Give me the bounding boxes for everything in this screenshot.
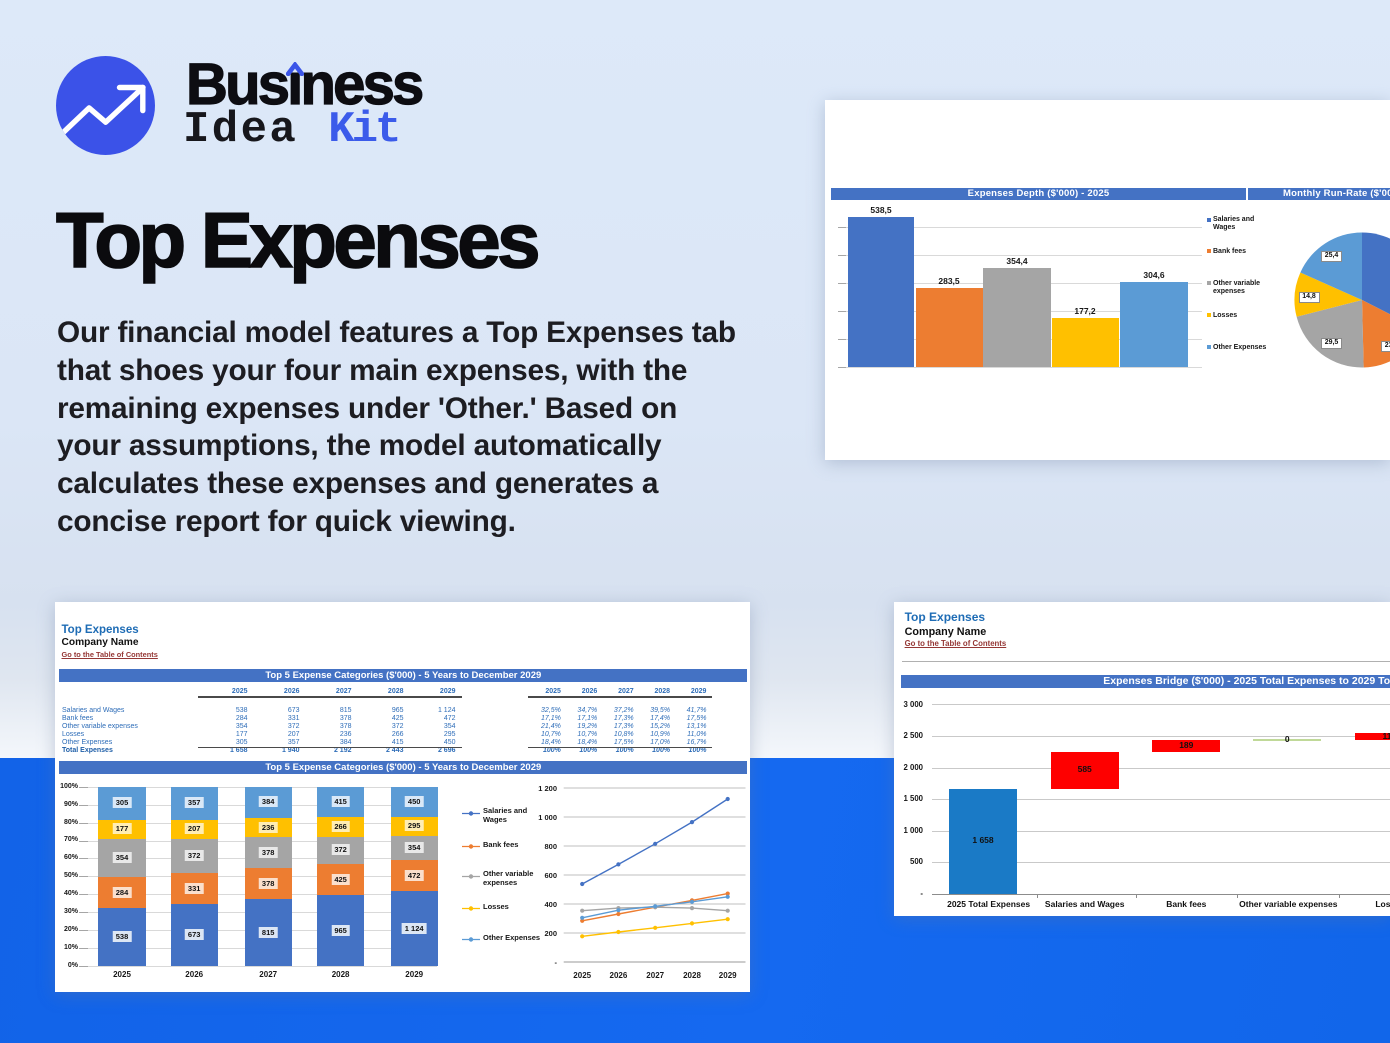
svg-text:1 000: 1 000	[538, 813, 557, 822]
svg-text:2027: 2027	[646, 971, 664, 980]
svg-text:2028: 2028	[683, 971, 701, 980]
svg-text:400: 400	[544, 900, 557, 909]
svg-text:200: 200	[544, 929, 557, 938]
svg-text:-: -	[555, 958, 558, 967]
svg-text:800: 800	[544, 842, 557, 851]
svg-text:1 200: 1 200	[538, 784, 557, 793]
svg-text:600: 600	[544, 871, 557, 880]
svg-text:2026: 2026	[610, 971, 628, 980]
svg-text:2029: 2029	[719, 971, 737, 980]
svg-text:2025: 2025	[573, 971, 591, 980]
